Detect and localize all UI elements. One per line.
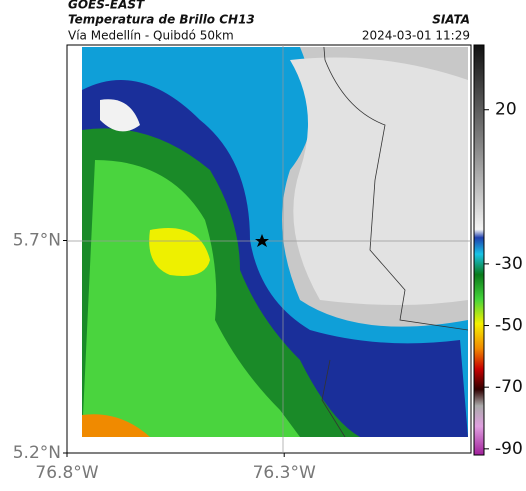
colorbar-label: -90 bbox=[495, 439, 523, 459]
lon-label: 76.3°W bbox=[253, 463, 316, 483]
datetime: 2024-03-01 11:29 bbox=[362, 29, 470, 43]
title: Temperatura de Brillo CH13 bbox=[68, 13, 255, 27]
satellite-image bbox=[82, 47, 468, 437]
colorbar-label: -30 bbox=[495, 254, 523, 274]
agency: SIATA bbox=[432, 13, 470, 27]
colorbar bbox=[473, 44, 485, 456]
subtitle: Vía Medellín - Quibdó 50km bbox=[68, 29, 234, 43]
source: GOES-EAST bbox=[68, 0, 145, 12]
lon-label: 76.8°W bbox=[35, 463, 98, 483]
location-marker bbox=[255, 234, 269, 247]
lat-label: 5.2°N bbox=[13, 443, 61, 463]
colorbar-label: -70 bbox=[495, 377, 523, 397]
colorbar-label: 20 bbox=[495, 100, 517, 120]
colorbar-label: -50 bbox=[495, 316, 523, 336]
lat-label: 5.7°N bbox=[13, 231, 61, 251]
